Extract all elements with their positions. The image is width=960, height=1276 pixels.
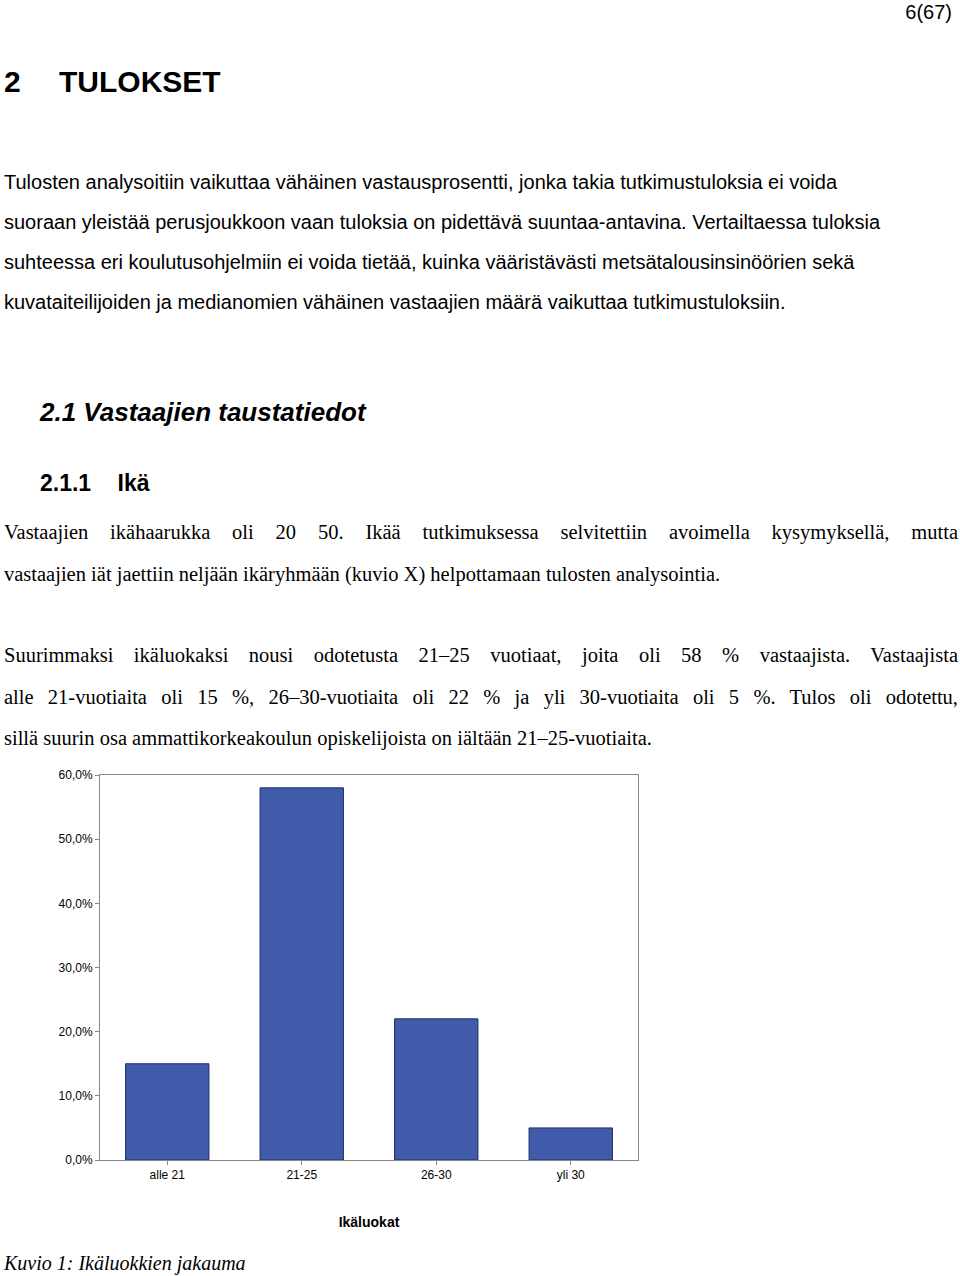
html-text:Kuvio 1: Ikäluokkien jakauma: Kuvio 1: Ikäluokkien jakauma <box>4 1252 246 1274</box>
html-text:vastaajien iät jaettiin neljää: vastaajien iät jaettiin neljään ikäryhmä… <box>4 562 721 585</box>
svg-text:26-30: 26-30 <box>421 1168 452 1182</box>
svg-text:50,0%: 50,0% <box>59 832 93 846</box>
svg-text:10,0%: 10,0% <box>59 1089 93 1103</box>
html-text:2.1 Vastaajien taustatiedot: 2.1 Vastaajien taustatiedot <box>40 397 366 427</box>
html-text:alle 21-vuotiaita oli 15 %, 26: alle 21-vuotiaita oli 15 %, 26–30-vuotia… <box>4 685 958 708</box>
html-text:Suurimmaksi ikäluokaksi nousi: Suurimmaksi ikäluokaksi nousi odotetusta… <box>4 644 958 666</box>
svg-text:yli 30: yli 30 <box>557 1168 585 1182</box>
svg-text:30,0%: 30,0% <box>59 961 93 975</box>
svg-text:Ikäluokat: Ikäluokat <box>339 1214 400 1230</box>
html-text:sillä suurin osa ammattikorkea: sillä suurin osa ammattikorkeakoulun opi… <box>4 727 652 749</box>
html-text:6(67): 6(67) <box>905 1 952 23</box>
svg-text:20,0%: 20,0% <box>59 1025 93 1039</box>
svg-text:21-25: 21-25 <box>286 1168 317 1182</box>
html-text:Vastaajien ikähaarukka oli 20: Vastaajien ikähaarukka oli 20 50. Ikää t… <box>4 521 958 543</box>
html-text:suhteessa eri koulutusohjelmii: suhteessa eri koulutusohjelmiin ei voida… <box>4 251 855 273</box>
html-text:2.1.1 Ikä: 2.1.1 Ikä <box>40 470 150 496</box>
html-text:kuvataiteilijoiden ja medianom: kuvataiteilijoiden ja medianomien vähäin… <box>4 291 786 313</box>
html-text:suoraan yleistää perusjoukkoon: suoraan yleistää perusjoukkoon vaan tulo… <box>4 211 881 233</box>
svg-text:60,0%: 60,0% <box>59 768 93 782</box>
html-text:2 TULOKSET: 2 TULOKSET <box>4 65 221 98</box>
svg-text:40,0%: 40,0% <box>59 897 93 911</box>
html-text:Tulosten analysoitiin vaikutta: Tulosten analysoitiin vaikuttaa vähäinen… <box>4 171 838 193</box>
svg-text:0,0%: 0,0% <box>65 1153 93 1167</box>
svg-text:alle 21: alle 21 <box>150 1168 186 1182</box>
